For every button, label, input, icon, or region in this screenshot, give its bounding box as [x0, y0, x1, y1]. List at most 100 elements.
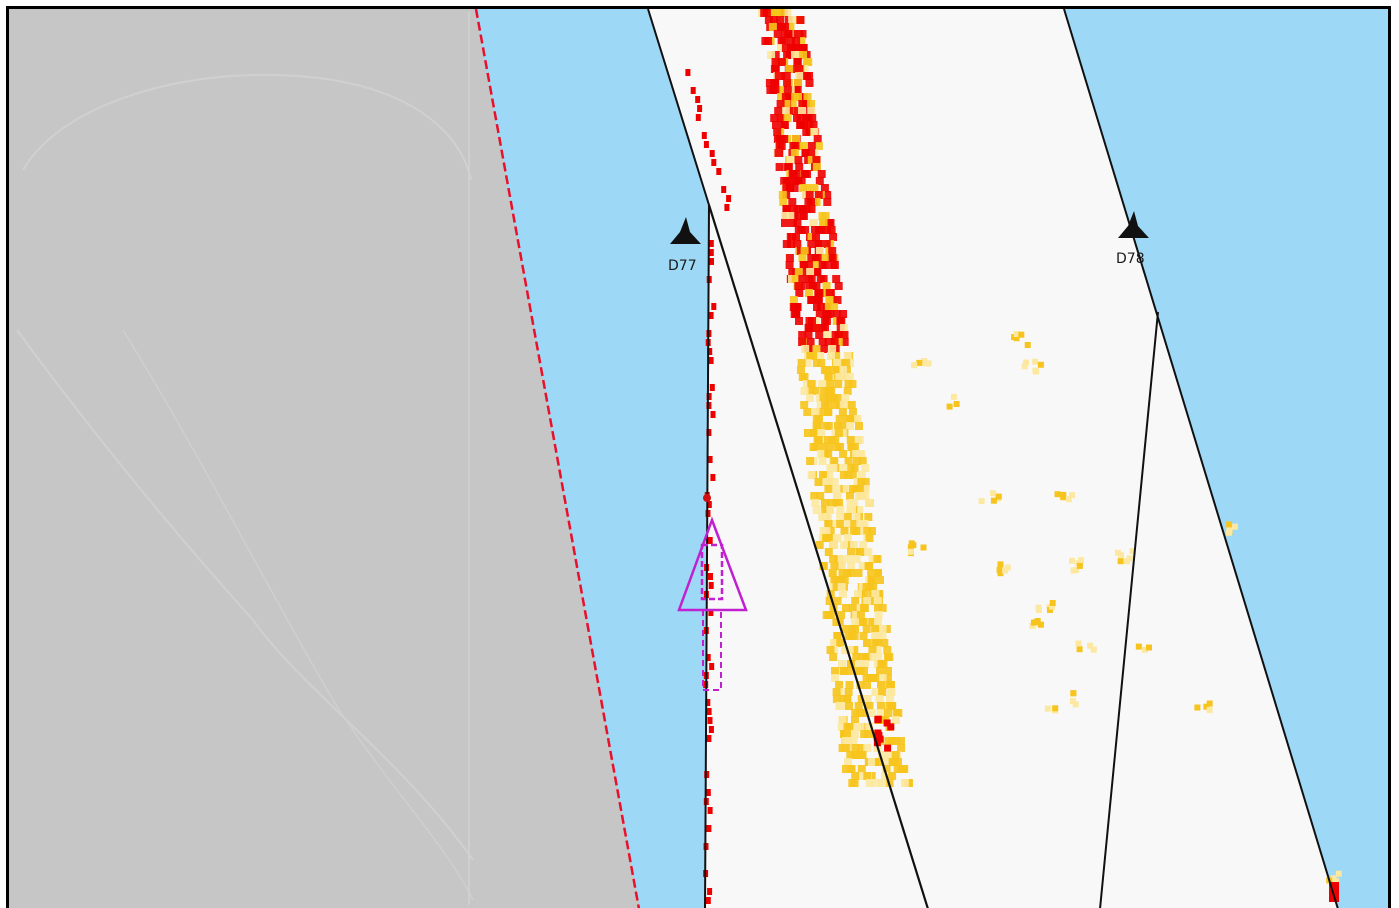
heatmap-cell	[838, 716, 847, 724]
heatmap-cell	[805, 317, 814, 325]
heatmap-cell	[815, 408, 824, 416]
heatmap-cell	[878, 779, 887, 787]
heatmap-cell	[809, 282, 818, 290]
heatmap-cell	[854, 569, 863, 577]
heatmap-cell	[812, 506, 821, 514]
traffic-density-heatmap	[685, 9, 1342, 904]
heatmap-cell	[810, 184, 819, 192]
heatmap-cell	[770, 65, 779, 73]
heatmap-cell	[829, 394, 838, 402]
heatmap-cell	[863, 527, 872, 535]
heatmap-cell	[848, 408, 857, 416]
heatmap-cell	[825, 289, 834, 297]
heatmap-cell	[818, 261, 827, 269]
heatmap-cell	[783, 51, 792, 59]
heatmap-cell	[822, 611, 831, 619]
heatmap-cell	[690, 87, 696, 94]
heatmap-cell	[860, 723, 869, 731]
heatmap-cell	[828, 254, 837, 262]
heatmap-cell	[824, 401, 833, 409]
heatmap-cell	[819, 478, 828, 486]
heatmap-cell	[807, 198, 815, 206]
fairway-line	[1099, 311, 1159, 908]
heatmap-cell	[978, 498, 985, 505]
heatmap-cell	[799, 51, 807, 59]
heatmap-cell	[824, 485, 833, 493]
heatmap-cell	[846, 751, 855, 759]
heatmap-cell	[850, 751, 859, 759]
heatmap-cell	[762, 9, 771, 17]
map-view[interactable]: D77 D78	[6, 6, 1391, 908]
heatmap-cell	[771, 58, 780, 66]
vessel-symbol[interactable]	[677, 494, 748, 691]
heatmap-cell	[821, 317, 830, 325]
heatmap-cell	[950, 393, 957, 400]
heatmap-cell	[822, 240, 831, 248]
heatmap-cell	[805, 324, 814, 332]
heatmap-cell	[1018, 331, 1025, 338]
heatmap-cell	[774, 107, 783, 115]
heatmap-cell	[1029, 622, 1036, 629]
heatmap-cell	[852, 653, 861, 661]
heatmap-cell	[887, 688, 896, 696]
heatmap-cell	[829, 261, 838, 269]
heatmap-cell	[835, 401, 844, 409]
heatmap-cell	[823, 513, 832, 521]
heatmap-cell	[824, 534, 832, 542]
heatmap-cell	[819, 394, 828, 402]
heatmap-cell	[880, 639, 889, 647]
heatmap-cell	[835, 373, 844, 381]
heatmap-cell	[827, 226, 836, 234]
heatmap-cell	[780, 177, 789, 185]
heatmap-cell	[878, 604, 887, 612]
navigation-marker-d77[interactable]: D77	[668, 217, 701, 274]
heatmap-cell	[797, 366, 805, 374]
heatmap-cell	[953, 401, 960, 407]
heatmap-cell	[789, 142, 798, 150]
heatmap-cell	[795, 65, 804, 73]
heatmap-cell	[711, 159, 717, 166]
heatmap-cell	[785, 254, 794, 262]
heatmap-cell	[828, 569, 837, 577]
heatmap-cell	[837, 723, 846, 731]
heatmap-cell	[1076, 562, 1083, 569]
heatmap-cell	[837, 562, 846, 570]
heatmap-cell	[863, 681, 871, 689]
heatmap-cell	[789, 170, 798, 178]
heatmap-cell	[783, 163, 792, 171]
heatmap-cell	[858, 751, 867, 759]
heatmap-cell	[1049, 600, 1056, 606]
heatmap-cell	[831, 331, 840, 339]
heatmap-cell	[771, 79, 780, 87]
heatmap-cell	[832, 352, 841, 360]
heatmap-cell	[834, 394, 843, 402]
heatmap-cell	[832, 688, 841, 696]
heatmap-cell	[850, 541, 858, 549]
heatmap-cell	[856, 772, 865, 780]
heatmap-cell	[824, 450, 833, 458]
navigation-marker-d78[interactable]: D78	[1116, 211, 1149, 267]
heatmap-cell	[785, 261, 794, 269]
heatmap-cell	[795, 72, 804, 80]
nautical-chart[interactable]: D77 D78	[9, 9, 1388, 908]
heatmap-cell	[835, 520, 844, 528]
heatmap-cell	[780, 121, 789, 129]
heatmap-cell	[779, 37, 788, 45]
heatmap-cell	[793, 219, 802, 227]
heatmap-cell	[826, 380, 835, 388]
heatmap-cell	[887, 723, 895, 731]
fairway-line	[707, 204, 929, 908]
heatmap-cell	[828, 345, 837, 353]
heatmap-cell	[802, 128, 811, 136]
beacon-icon	[670, 217, 701, 244]
heatmap-cell	[708, 240, 714, 247]
heatmap-cell	[824, 548, 833, 556]
heatmap-cell	[842, 604, 850, 612]
heatmap-cell	[886, 681, 895, 689]
heatmap-cell	[816, 352, 825, 360]
heatmap-cell	[845, 681, 854, 689]
heatmap-cell	[830, 639, 839, 647]
heatmap-cell	[804, 289, 813, 297]
heatmap-cell	[776, 16, 784, 24]
heatmap-cell	[833, 632, 842, 640]
